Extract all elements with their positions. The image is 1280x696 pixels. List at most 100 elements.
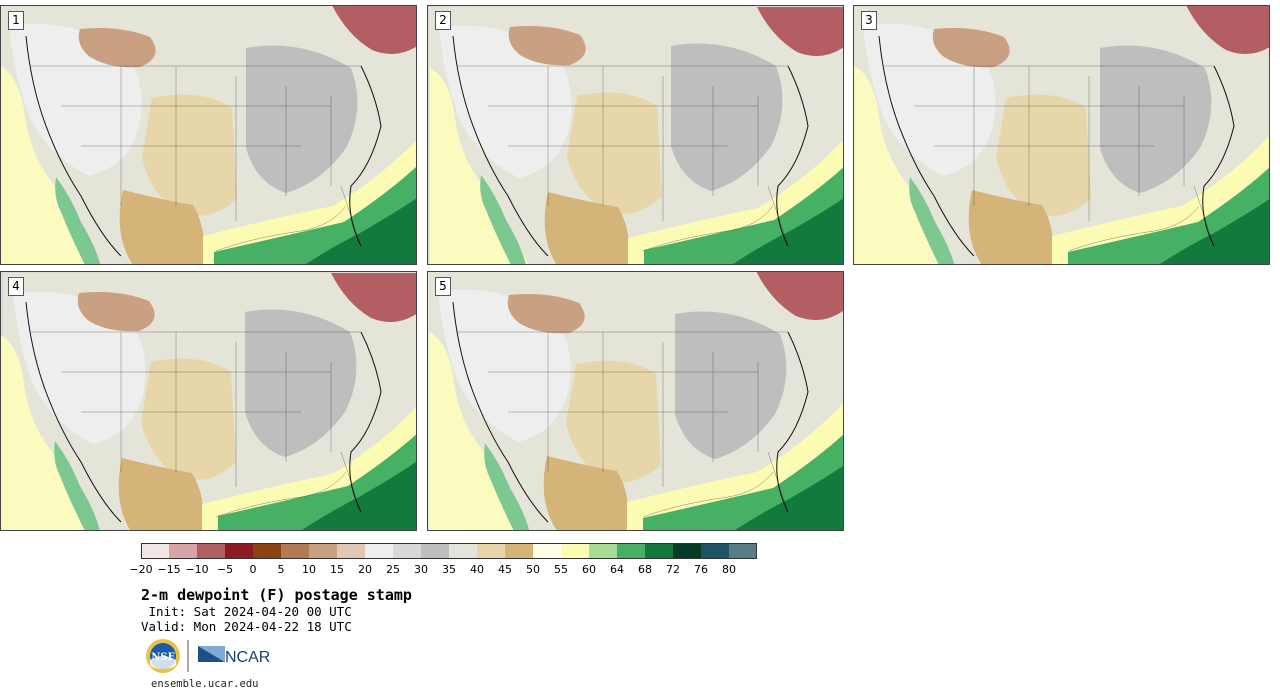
dewpoint-field — [428, 272, 843, 530]
baja-moist — [480, 175, 526, 264]
ncar-logo-text: NCAR — [225, 649, 270, 666]
northeast-dry — [1186, 6, 1269, 54]
gulf-deep — [735, 466, 843, 530]
north-dry — [932, 28, 1010, 68]
colorbar-swatch — [449, 543, 477, 559]
border-line — [215, 205, 347, 252]
plains-dry — [567, 92, 662, 214]
colorbar-swatch — [645, 543, 673, 559]
southwest-dry — [968, 190, 1054, 264]
pacific-moist — [429, 332, 529, 530]
west-coastline — [452, 301, 549, 523]
gulf-deep — [306, 198, 416, 264]
colorbar-tick-label: 68 — [638, 563, 652, 576]
colorbar-swatch — [421, 543, 449, 559]
colorbar-tick-label: 30 — [414, 563, 428, 576]
dewpoint-field — [1, 273, 416, 530]
border-line — [642, 471, 774, 518]
colorbar-tick-label: −15 — [157, 563, 181, 576]
figure-title: 2-m dewpoint (F) postage stamp — [141, 586, 412, 604]
stamp-panel-3: 3 — [853, 5, 1270, 265]
init-time: Init: Sat 2024-04-20 00 UTC — [141, 604, 352, 619]
plains-dry — [141, 358, 236, 480]
colorbar-tick-label: 55 — [554, 563, 568, 576]
pacific-moist — [1, 66, 100, 264]
stamp-panel-1: 1 — [0, 5, 417, 265]
dewpoint-field — [1, 6, 416, 264]
gulf-deep — [1160, 199, 1269, 264]
panel-number-label: 5 — [435, 277, 451, 296]
east-coastline — [349, 331, 382, 513]
plains-dry — [142, 94, 237, 216]
east-coastline — [1202, 65, 1235, 247]
colorbar-tick-label: 35 — [442, 563, 456, 576]
colorbar-swatch — [337, 543, 365, 559]
panel-number-label: 4 — [8, 277, 24, 296]
stamp-panel-4: 4 — [0, 271, 417, 531]
state-borders — [31, 65, 362, 252]
colorbar-tick-label: 10 — [302, 563, 316, 576]
north-dry — [77, 292, 155, 332]
state-borders — [31, 331, 362, 518]
colorbar-swatch — [617, 543, 645, 559]
north-dry — [507, 294, 585, 334]
northeast-dry — [332, 6, 416, 54]
border-line — [642, 205, 774, 252]
state-borders — [458, 331, 789, 518]
north-dry — [78, 28, 156, 68]
colorbar-tick-label: 0 — [249, 563, 257, 576]
colorbar-tick-label: −20 — [129, 563, 153, 576]
north-dry — [508, 26, 586, 66]
state-borders — [884, 65, 1215, 252]
nsf-logo-icon: NSF — [146, 639, 180, 673]
gulf-deep — [302, 462, 416, 530]
ncar-logo-icon: NCAR — [198, 646, 270, 666]
colorbar-tick-label: 25 — [386, 563, 400, 576]
stamp-panel-2: 2 — [427, 5, 844, 265]
southwest-dry — [543, 456, 629, 530]
colorbar-swatch — [673, 543, 701, 559]
valid-time: Valid: Mon 2024-04-22 18 UTC — [141, 619, 352, 634]
stamp-panel-5: 5 — [427, 271, 844, 531]
west-coastline — [25, 301, 122, 523]
northeast-dry — [757, 7, 843, 56]
colorbar-tick-label: 5 — [277, 563, 285, 576]
baja-moist — [909, 177, 955, 264]
colorbar-swatch — [141, 543, 169, 559]
logos: NSF NCAR — [146, 639, 270, 673]
panel-number-label: 3 — [861, 11, 877, 30]
colorbar-tick-label: 64 — [610, 563, 624, 576]
great-lakes — [686, 58, 728, 97]
colorbar-swatch — [589, 543, 617, 559]
colorbar-swatch — [729, 543, 757, 559]
map-5 — [428, 272, 843, 530]
map-2 — [429, 7, 843, 264]
pacific-moist — [430, 68, 529, 264]
plains-dry — [996, 94, 1091, 216]
east-coastline — [776, 65, 809, 247]
dewpoint-field — [429, 7, 843, 264]
east-coastline — [776, 331, 809, 513]
baja-moist — [54, 441, 100, 530]
colorbar-swatch — [309, 543, 337, 559]
gulf-deep — [733, 198, 843, 264]
colorbar-tick-label: −5 — [216, 563, 234, 576]
southwest-dry — [544, 192, 630, 264]
pacific-moist — [1, 335, 98, 530]
colorbar-tick-label: 15 — [330, 563, 344, 576]
border-line — [215, 471, 347, 518]
west-gray — [439, 25, 572, 178]
colorbar-swatch — [701, 543, 729, 559]
west-coastline — [25, 35, 122, 257]
state-borders — [458, 65, 789, 252]
west-coastline — [452, 35, 549, 257]
northeast-dry — [756, 272, 843, 320]
baja-moist — [484, 443, 530, 530]
colorbar-outline — [141, 543, 757, 559]
baja-moist — [55, 177, 101, 264]
colorbar-tick-label: 72 — [666, 563, 680, 576]
border-line — [1068, 205, 1200, 252]
southwest-dry — [118, 458, 204, 530]
map-1 — [1, 6, 416, 264]
colorbar-swatch — [393, 543, 421, 559]
